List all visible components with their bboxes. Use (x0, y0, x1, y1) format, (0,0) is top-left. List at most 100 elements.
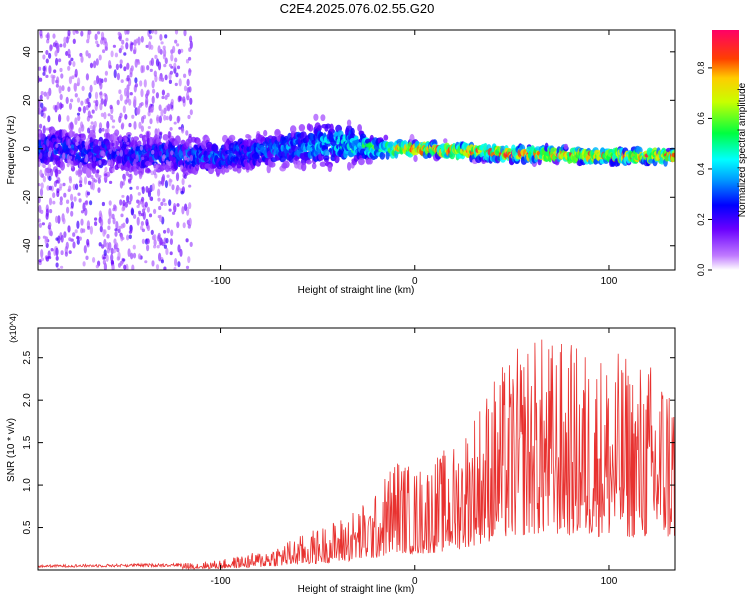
heatmap-cell (41, 162, 45, 167)
heatmap-cell (49, 209, 53, 214)
heatmap-cell (88, 92, 92, 99)
heatmap-cell (153, 169, 157, 176)
heatmap-cell (40, 209, 44, 214)
heatmap-cell (94, 91, 99, 100)
heatmap-cell (188, 184, 192, 188)
heatmap-cell (122, 105, 126, 114)
heatmap-cell (146, 131, 150, 140)
heatmap-cell (80, 218, 84, 226)
heatmap-cell (149, 68, 153, 72)
heatmap-cell (146, 206, 150, 213)
heatmap-cell (39, 94, 43, 100)
heatmap-cell (86, 238, 90, 246)
heatmap-cell (119, 149, 123, 157)
heatmap-cell (66, 115, 70, 122)
heatmap-cell (323, 149, 330, 157)
heatmap-cell (282, 160, 290, 169)
heatmap-cell (130, 252, 134, 260)
heatmap-cell (47, 163, 52, 169)
heatmap-cell (111, 213, 115, 220)
heatmap-cell (168, 199, 172, 207)
heatmap-cell (63, 36, 67, 44)
heatmap-cell (167, 131, 171, 139)
heatmap-cell (58, 85, 62, 94)
heatmap-cell (156, 245, 160, 249)
heatmap-cell (113, 238, 117, 245)
heatmap-cell (104, 70, 108, 76)
x-tick-label: 100 (601, 276, 618, 287)
heatmap-cell (62, 152, 66, 160)
heatmap-cell (133, 168, 139, 176)
x-tick-label: 0 (412, 576, 418, 587)
heatmap-cell (163, 229, 167, 234)
heatmap-cell (161, 179, 165, 187)
heatmap-cell (124, 137, 128, 143)
heatmap-cell (100, 218, 104, 227)
colorbar-gradient (712, 30, 739, 270)
heatmap-cell (60, 103, 64, 108)
heatmap-cell (145, 218, 149, 227)
heatmap-cell (99, 102, 103, 111)
heatmap-cell (168, 178, 172, 187)
heatmap-cell (171, 170, 175, 175)
heatmap-cell (60, 265, 64, 269)
heatmap-cell (173, 62, 177, 69)
heatmap-cell (274, 130, 281, 135)
heatmap-cell (128, 200, 132, 205)
heatmap-cell (46, 91, 50, 100)
spectrogram-x-label: Height of straight line (km) (298, 285, 415, 296)
heatmap-cell (247, 135, 252, 140)
heatmap-cell (56, 101, 60, 111)
heatmap-cell (38, 196, 41, 204)
heatmap-cell (97, 177, 101, 184)
heatmap-cell (116, 99, 120, 106)
heatmap-cell (63, 42, 67, 48)
heatmap-cell (126, 159, 131, 169)
heatmap-cell (38, 222, 43, 228)
heatmap-cell (185, 238, 189, 243)
heatmap-cell (59, 93, 63, 101)
heatmap-cell (75, 170, 79, 176)
heatmap-cell (189, 40, 193, 49)
heatmap-cell (46, 185, 50, 191)
heatmap-cell (169, 238, 173, 246)
heatmap-cell (101, 244, 105, 249)
heatmap-cell (72, 38, 76, 44)
heatmap-cell (89, 62, 94, 69)
heatmap-cell (152, 88, 156, 94)
heatmap-cell (99, 82, 103, 90)
heatmap-cell (175, 72, 179, 78)
heatmap-cell (95, 58, 99, 66)
heatmap-cell (57, 235, 61, 244)
heatmap-cell (70, 160, 74, 169)
heatmap-cell (168, 168, 172, 172)
heatmap-cell (112, 119, 116, 123)
heatmap-cell (62, 217, 66, 225)
heatmap-cell (148, 213, 153, 218)
heatmap-cell (38, 235, 41, 240)
heatmap-cell (141, 200, 145, 208)
heatmap-cell (151, 260, 155, 267)
heatmap-cell (153, 234, 157, 242)
heatmap-cell (157, 234, 161, 242)
heatmap-cell (117, 31, 121, 36)
heatmap-cell (128, 98, 132, 106)
heatmap-cell (263, 129, 268, 137)
heatmap-cell (334, 155, 340, 164)
heatmap-cell (119, 94, 123, 102)
heatmap-cell (77, 192, 81, 196)
heatmap-cell (97, 31, 101, 35)
heatmap-cell (45, 256, 50, 262)
heatmap-cell (56, 42, 60, 52)
heatmap-cell (183, 85, 188, 92)
heatmap-cell (91, 181, 95, 191)
heatmap-cell (170, 53, 174, 62)
heatmap-cell (188, 68, 192, 77)
heatmap-cell (186, 78, 190, 87)
heatmap-cell (134, 140, 138, 147)
heatmap-cell (118, 134, 123, 142)
heatmap-cell (104, 93, 108, 103)
y-tick-label: 1.0 (22, 478, 33, 492)
heatmap-cell (138, 210, 142, 215)
heatmap-cell (68, 178, 73, 184)
